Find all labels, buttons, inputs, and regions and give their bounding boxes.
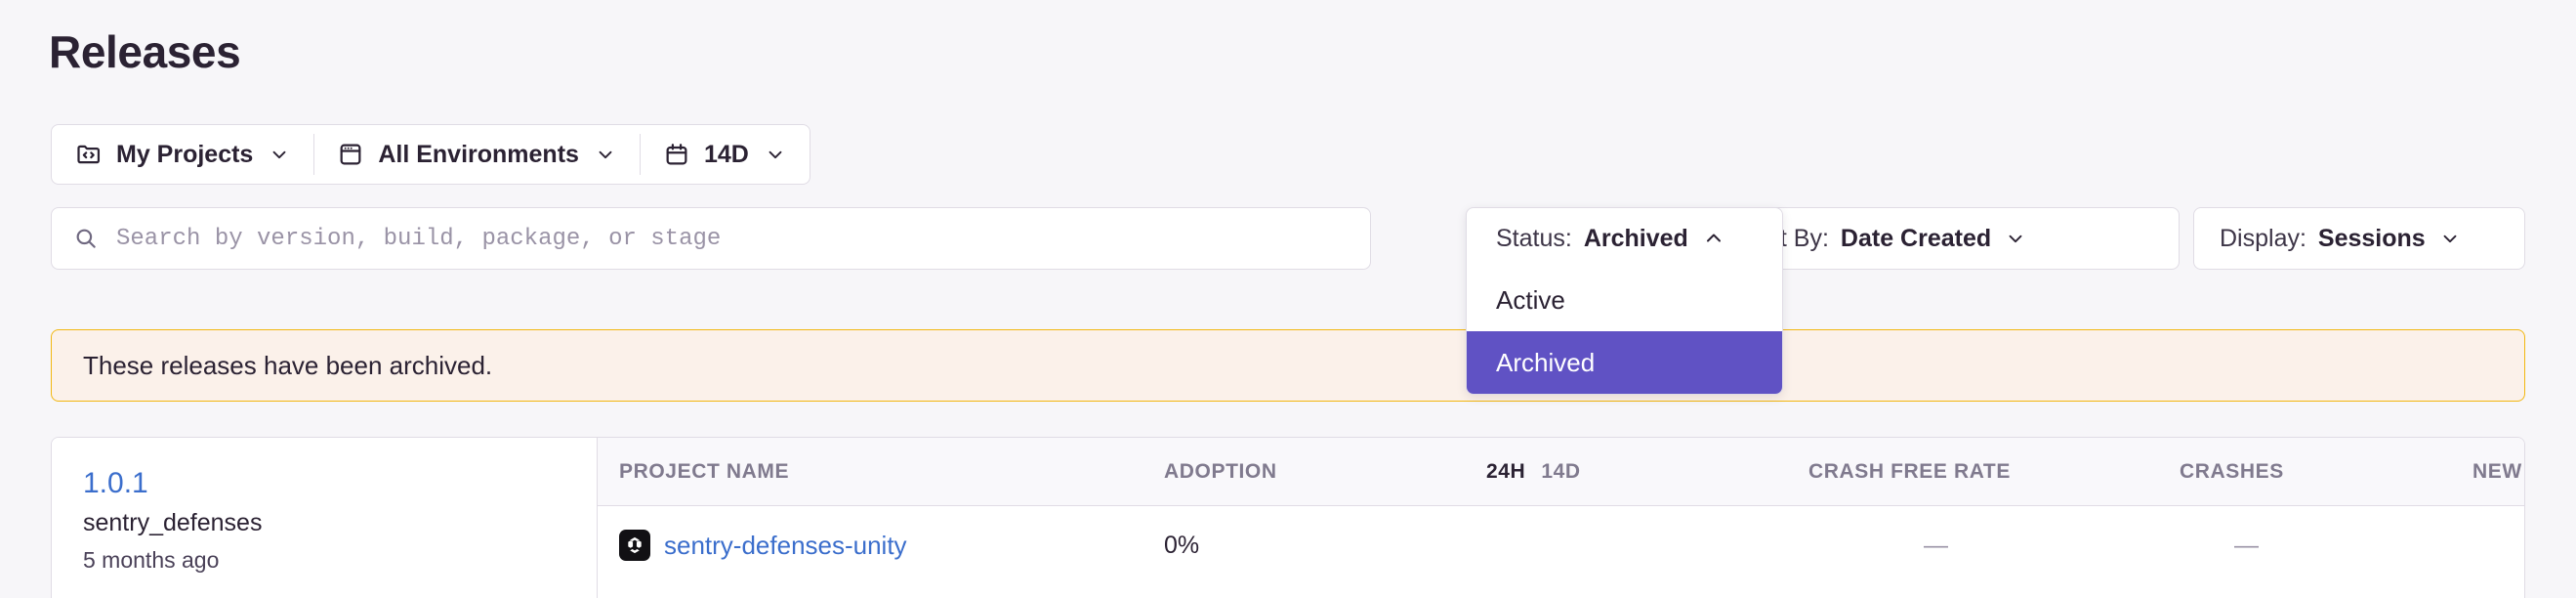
project-folder-icon (75, 141, 103, 168)
status-filter: Status: Archived Active Archived (1466, 207, 1783, 395)
project-filter-label: My Projects (116, 140, 254, 168)
search-icon (73, 226, 99, 251)
crash-free-rate-value: — (1924, 531, 1948, 559)
column-header-project-name: PROJECT NAME (619, 459, 790, 483)
search-input[interactable] (116, 225, 1349, 252)
column-header-adoption: ADOPTION (1164, 459, 1277, 483)
table-header-row: PROJECT NAME ADOPTION 24H 14D CRASH FREE… (598, 438, 2524, 506)
date-range-filter[interactable]: 14D (639, 125, 810, 184)
release-projects-table: PROJECT NAME ADOPTION 24H 14D CRASH FREE… (598, 438, 2524, 598)
status-prefix: Status: (1496, 224, 1572, 252)
status-filter-trigger[interactable]: Status: Archived (1467, 208, 1782, 269)
chevron-down-icon (269, 144, 290, 165)
status-option-archived[interactable]: Archived (1467, 331, 1782, 394)
environment-filter[interactable]: All Environments (313, 125, 640, 184)
project-link[interactable]: sentry-defenses-unity (664, 530, 907, 560)
chevron-down-icon (2439, 228, 2461, 249)
release-card: 1.0.1 sentry_defenses 5 months ago PROJE… (51, 437, 2525, 598)
column-header-crashes: CRASHES (2180, 459, 2284, 483)
display-value: Sessions (2317, 224, 2426, 252)
unity-icon (619, 530, 650, 561)
chevron-down-icon (765, 144, 786, 165)
window-icon (337, 141, 364, 168)
column-header-interval-24h[interactable]: 24H (1486, 459, 1526, 483)
global-filter-bar: My Projects All Environments (51, 124, 810, 185)
display-prefix: Display: (2220, 224, 2306, 252)
release-summary: 1.0.1 sentry_defenses 5 months ago (52, 438, 598, 598)
table-row: sentry-defenses-unity 0% — — 0 View (598, 506, 2524, 584)
release-date: 5 months ago (83, 546, 220, 573)
chevron-down-icon (595, 144, 616, 165)
search-box[interactable] (51, 207, 1371, 270)
release-version-link[interactable]: 1.0.1 (83, 467, 148, 499)
display-button[interactable]: Display: Sessions (2193, 207, 2525, 270)
column-header-new-issues: NEW ISSUES (2472, 459, 2524, 483)
sort-by-button[interactable]: Sort By: Date Created (1716, 207, 2180, 270)
archived-alert: These releases have been archived. (51, 329, 2525, 402)
adoption-value: 0% (1164, 531, 1200, 559)
crashes-value: — (2234, 531, 2259, 559)
calendar-icon (663, 141, 690, 168)
status-dropdown-panel: Status: Archived Active Archived (1466, 207, 1783, 395)
status-options-list: Active Archived (1467, 269, 1782, 394)
column-header-interval-14d[interactable]: 14D (1541, 459, 1581, 483)
release-project-name: sentry_defenses (83, 508, 263, 536)
page-title: Releases (49, 26, 241, 77)
chevron-up-icon (1702, 227, 1725, 250)
column-header-crash-free-rate: CRASH FREE RATE (1808, 459, 2011, 483)
sort-by-value: Date Created (1840, 224, 1992, 252)
chevron-down-icon (2005, 228, 2026, 249)
search-and-controls-row: Sort By: Date Created Display: Sessions (51, 207, 2525, 270)
project-filter[interactable]: My Projects (52, 125, 313, 184)
date-range-filter-label: 14D (703, 140, 749, 168)
environment-filter-label: All Environments (378, 140, 579, 168)
status-value: Archived (1583, 224, 1688, 252)
archived-alert-text: These releases have been archived. (83, 350, 493, 380)
status-option-active[interactable]: Active (1496, 284, 1565, 315)
